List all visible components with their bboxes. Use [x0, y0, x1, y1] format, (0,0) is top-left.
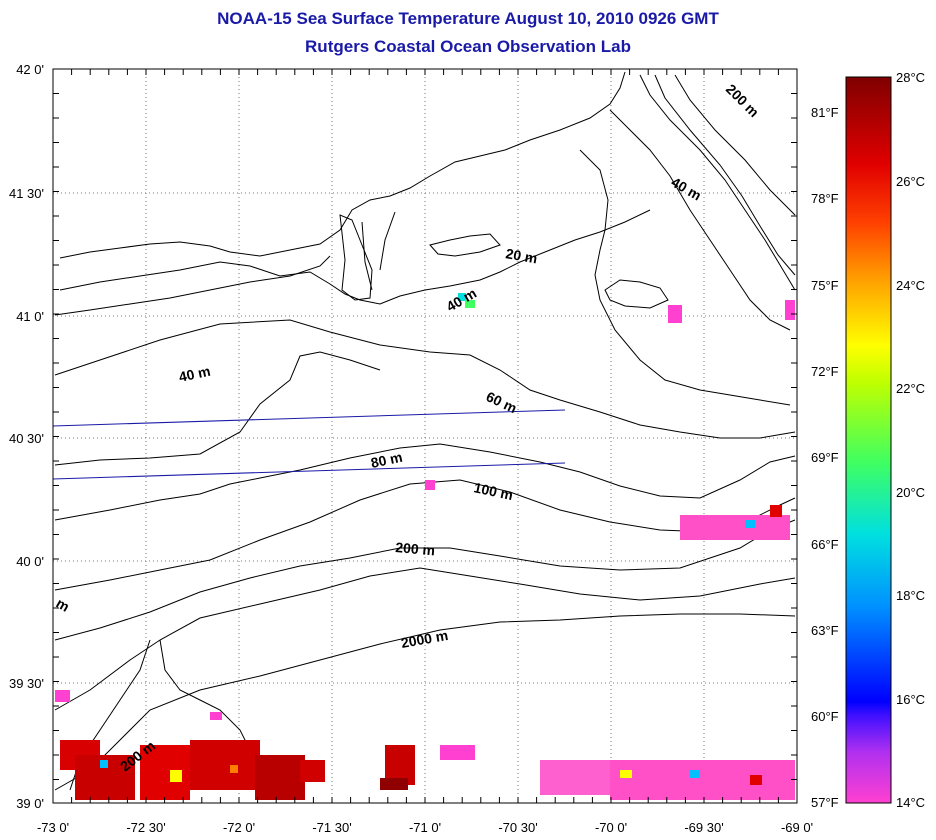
map-title: NOAA-15 Sea Surface Temperature August 1… [217, 9, 719, 28]
c-label: 14°C [896, 795, 925, 810]
contour-label: 40 m [444, 285, 480, 315]
f-label: 72°F [811, 364, 839, 379]
c-label: 18°C [896, 588, 925, 603]
coastline [54, 71, 796, 791]
f-label: 66°F [811, 537, 839, 552]
lon-label: -71 0' [409, 820, 441, 835]
celsius-labels: 28°C 26°C 24°C 22°C 20°C 18°C 16°C 14°C [896, 70, 925, 810]
contour-label: 2000 m [400, 627, 450, 651]
c-label: 16°C [896, 692, 925, 707]
contour-label: 40 m [669, 174, 705, 204]
sst-pixels [55, 293, 795, 800]
longitude-labels: -73 0' -72 30' -72 0' -71 30' -71 0' -70… [37, 820, 813, 835]
lat-label: 41 30' [9, 186, 44, 201]
lat-label: 40 30' [9, 431, 44, 446]
c-label: 28°C [896, 70, 925, 85]
lon-label: -72 0' [223, 820, 255, 835]
colorbar [845, 76, 892, 804]
lat-label: 39 30' [9, 676, 44, 691]
lat-label: 42 0' [16, 62, 44, 77]
lon-label: -69 30' [684, 820, 723, 835]
c-label: 26°C [896, 174, 925, 189]
f-label: 75°F [811, 278, 839, 293]
lon-label: -73 0' [37, 820, 69, 835]
contour-label: 200 m [395, 539, 436, 558]
axis-ticks [52, 68, 797, 803]
contour-label: m [54, 595, 73, 615]
contour-label: 100 m [472, 479, 514, 503]
map-subtitle: Rutgers Coastal Ocean Observation Lab [305, 37, 631, 56]
lon-label: -70 30' [498, 820, 537, 835]
c-label: 24°C [896, 278, 925, 293]
f-label: 57°F [811, 795, 839, 810]
c-label: 20°C [896, 485, 925, 500]
satellite-tracks [52, 409, 566, 480]
f-label: 69°F [811, 450, 839, 465]
lon-label: -69 0' [781, 820, 813, 835]
f-label: 78°F [811, 191, 839, 206]
fahrenheit-labels: 81°F 78°F 75°F 72°F 69°F 66°F 63°F 60°F … [811, 105, 839, 810]
lat-label: 41 0' [16, 309, 44, 324]
lat-label: 40 0' [16, 554, 44, 569]
c-label: 22°C [896, 381, 925, 396]
contour-label: 200 m [723, 81, 762, 120]
contour-label: 40 m [177, 363, 212, 385]
f-label: 60°F [811, 709, 839, 724]
lon-label: -72 30' [126, 820, 165, 835]
lat-label: 39 0' [16, 796, 44, 811]
f-label: 81°F [811, 105, 839, 120]
latitude-labels: 42 0' 41 30' 41 0' 40 30' 40 0' 39 30' 3… [9, 62, 44, 811]
contour-label: 20 m [504, 245, 538, 266]
lon-label: -70 0' [595, 820, 627, 835]
lon-label: -71 30' [312, 820, 351, 835]
f-label: 63°F [811, 623, 839, 638]
contour-label: 80 m [369, 449, 404, 471]
